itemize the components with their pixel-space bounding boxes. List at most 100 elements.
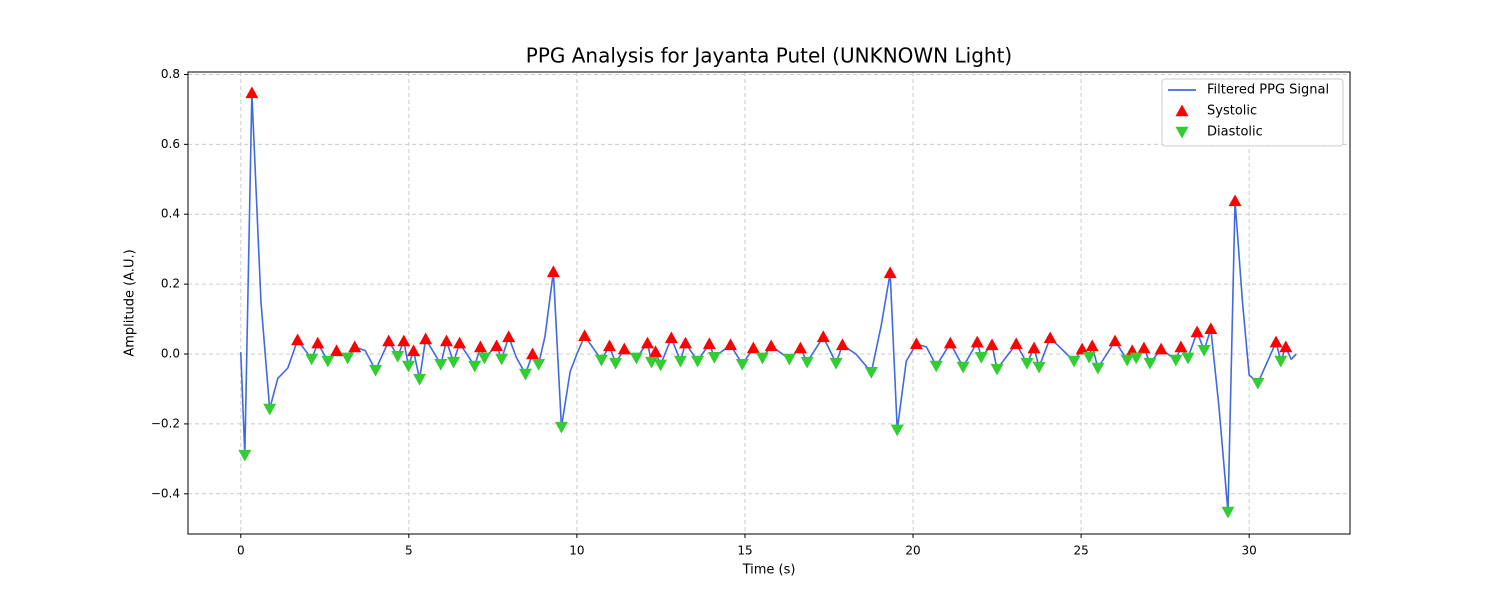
marker [1043, 331, 1057, 344]
marker [640, 336, 654, 349]
legend-label: Systolic [1207, 104, 1257, 119]
marker [1174, 340, 1188, 353]
marker [238, 449, 252, 462]
signal-line [239, 92, 1297, 513]
marker [816, 330, 830, 343]
marker [691, 355, 705, 368]
marker [735, 358, 749, 371]
marker [1251, 377, 1265, 390]
marker [341, 352, 355, 365]
marker [617, 342, 631, 355]
marker [1075, 342, 1089, 355]
marker [369, 364, 383, 377]
marker [532, 358, 546, 371]
marker [1269, 335, 1283, 348]
legend: Filtered PPG Signal Systolic Diastolic [1161, 78, 1344, 147]
marker [1120, 354, 1134, 367]
marker [1108, 334, 1122, 347]
marker [829, 357, 843, 370]
marker [382, 334, 396, 347]
marker [883, 266, 897, 279]
marker [702, 337, 716, 350]
y-tick-label: −0.4 [151, 486, 180, 500]
marker [473, 340, 487, 353]
plot-frame [187, 71, 1351, 535]
marker [673, 355, 687, 368]
marker [1143, 357, 1157, 370]
x-tick-label: 5 [405, 544, 413, 558]
y-tick-label: −0.2 [151, 416, 180, 430]
x-tick-label: 30 [1242, 544, 1257, 558]
marker [1169, 354, 1183, 367]
marker [453, 336, 467, 349]
marker [943, 336, 957, 349]
marker [245, 86, 259, 99]
marker [629, 352, 643, 365]
marker [1129, 352, 1143, 365]
marker [546, 265, 560, 278]
chart-title: PPG Analysis for Jayanta Putel (UNKNOWN … [526, 44, 1012, 68]
marker [678, 336, 692, 349]
x-axis-label: Time (s) [742, 563, 796, 578]
marker [495, 353, 509, 366]
marker [397, 334, 411, 347]
marker [664, 331, 678, 344]
marker [1221, 506, 1235, 519]
marker [609, 357, 623, 370]
marker [1067, 355, 1081, 368]
marker [990, 363, 1004, 376]
marker [1228, 194, 1242, 207]
x-tick-label: 25 [1073, 544, 1088, 558]
marker [526, 347, 540, 360]
marker [1032, 361, 1046, 374]
x-tick-label: 0 [237, 544, 245, 558]
marker [746, 341, 760, 354]
marker [649, 345, 663, 358]
legend-marker [1175, 126, 1189, 139]
marker [1197, 344, 1211, 357]
marker [800, 356, 814, 369]
marker [970, 335, 984, 348]
marker [1190, 325, 1204, 338]
marker [1091, 362, 1105, 375]
marker [956, 361, 970, 374]
y-tick-label: 0.8 [161, 67, 180, 81]
marker [909, 337, 923, 350]
x-tick-label: 15 [737, 544, 752, 558]
marker [707, 351, 721, 364]
marker [447, 356, 461, 369]
marker [755, 352, 769, 365]
marker [391, 350, 405, 363]
marker [654, 359, 668, 372]
marker [311, 336, 325, 349]
marker [305, 353, 319, 366]
marker [434, 358, 448, 371]
marker [1274, 355, 1288, 368]
marker [468, 360, 482, 373]
legend-label: Filtered PPG Signal [1207, 83, 1329, 98]
marker [554, 421, 568, 434]
marker [835, 338, 849, 351]
marker [985, 338, 999, 351]
marker [603, 339, 617, 352]
marker [518, 368, 532, 381]
marker [321, 355, 335, 368]
marker [782, 353, 796, 366]
marker [793, 341, 807, 354]
marker [439, 334, 453, 347]
marker [330, 344, 344, 357]
marker [413, 373, 427, 386]
y-tick-label: 0.2 [161, 277, 180, 291]
marker [764, 339, 778, 352]
marker [402, 360, 416, 373]
marker [1279, 340, 1293, 353]
marker [1027, 341, 1041, 354]
marker [1154, 342, 1168, 355]
marker [594, 354, 608, 367]
y-axis-label: Amplitude (A.U.) [123, 249, 138, 356]
marker [1181, 352, 1195, 365]
y-tick-label: 0.4 [161, 207, 180, 221]
legend-label: Diastolic [1207, 125, 1263, 140]
legend-marker [1175, 104, 1189, 117]
